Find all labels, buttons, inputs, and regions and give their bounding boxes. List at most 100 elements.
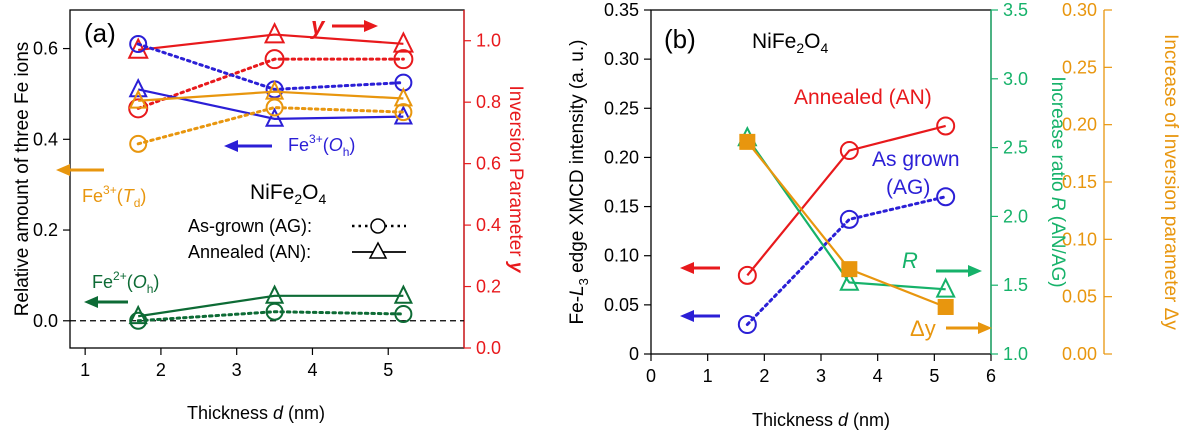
- panel-b-outer-tick-label: 0.05: [1062, 287, 1097, 307]
- panel-a-y-arrow: [332, 20, 378, 32]
- panel-a-point-fe3td-ag-0: [129, 134, 148, 153]
- panel-a: 1 2 3 4 5 0.0 0.2 0.4 0.6 0.0 0.2 0.4 0.6 0.8 1.0 (a…: [12, 9, 526, 423]
- panel-b-compound: NiFe2O4: [752, 30, 828, 56]
- panel-a-label: (a): [84, 18, 116, 48]
- panel-b-right-ticks: 1.0 1.5 2.0 2.5 3.0 3.5: [991, 0, 1028, 364]
- panel-a-x-tick-label: 2: [156, 360, 166, 380]
- panel-b-right-tick-label: 1.5: [1003, 275, 1028, 295]
- panel-b-right-axis-label: Increase ratio R (AN/AG): [1047, 76, 1068, 287]
- panel-a-line-fe3oh-an: [137, 88, 404, 120]
- panel-a-line-y-an: [138, 33, 404, 52]
- panel-a-right-tick-label: 0.6: [476, 154, 501, 174]
- panel-b-point-dy-1: [841, 261, 858, 278]
- panel-b-outer-axis-label: Increase of Inversion parameter Δy: [1160, 34, 1181, 330]
- panel-b-x-tick-label: 3: [816, 366, 826, 386]
- panel-a-right-tick-label: 0.0: [476, 338, 501, 358]
- panel-a-point-y-ag-2: [393, 49, 414, 70]
- panel-b-line-r: [746, 137, 946, 291]
- panel-a-fe2oh-an: [128, 284, 413, 325]
- panel-a-fe3td-an: [128, 80, 413, 109]
- panel-b-point-xmcd-an-2: [936, 116, 956, 136]
- panel-a-x-tick-label: 4: [307, 360, 317, 380]
- legend-annealed: Annealed (AN):: [188, 242, 311, 262]
- panel-b-x-tick-label: 6: [986, 366, 996, 386]
- annealed-label: Annealed (AN): [794, 86, 932, 109]
- panel-a-fe3oh-an: [128, 77, 413, 127]
- panel-a-point-fe3td-an-1: [264, 80, 285, 100]
- panel-b-outer-ticks: 0.00 0.05 0.10 0.15 0.20 0.25 0.30: [1062, 0, 1112, 364]
- panel-a-point-y-an-0: [127, 37, 149, 59]
- panel-a-right-tick-label: 0.8: [476, 92, 501, 112]
- panel-a-line-fe3oh-ag: [136, 42, 405, 91]
- panel-a-line-y-ag: [136, 57, 405, 110]
- panel-b-left-tick-label: 0.15: [604, 197, 639, 217]
- panel-b-left-tick-label: 0.25: [604, 98, 639, 118]
- panel-a-right-tick-label: 0.2: [476, 277, 501, 297]
- panel-b-point-xmcd-ag-0: [737, 315, 757, 335]
- panel-a-point-fe3oh-an-1: [264, 107, 285, 127]
- panel-b-x-tick-label: 1: [703, 366, 713, 386]
- panel-b-outer-tick-label: 0.00: [1062, 344, 1097, 364]
- panel-a-point-fe2oh-an-2: [393, 284, 413, 304]
- panel-a-orange-arrow: [56, 164, 104, 176]
- panel-b-point-r-1: [839, 270, 860, 291]
- panel-a-y-an: [127, 21, 414, 59]
- panel-a-green-arrow: [84, 296, 128, 308]
- panel-a-line-fe3td-an: [138, 90, 404, 102]
- panel-b-outer-tick-label: 0.30: [1062, 0, 1097, 20]
- panel-b-x-tick-label: 2: [759, 366, 769, 386]
- panel-b-point-xmcd-ag-2: [936, 187, 956, 207]
- panel-a-x-tick-label: 5: [383, 360, 393, 380]
- panel-a-x-tick-label: 1: [80, 360, 90, 380]
- legend-annealed-symbol: [352, 241, 406, 259]
- dy-arrow: [946, 322, 992, 334]
- panel-a-line-fe2oh-ag: [136, 310, 405, 323]
- panel-b-left-tick-label: 0.05: [604, 295, 639, 315]
- panel-a-left-tick-label: 0.4: [33, 129, 58, 149]
- panel-b-dy: [739, 133, 954, 315]
- panel-a-point-fe3oh-an-0: [128, 77, 148, 98]
- panel-a-point-fe3oh-an-2: [393, 105, 413, 125]
- panel-a-right-tick-label: 0.4: [476, 215, 501, 235]
- panel-b-right-tick-label: 3.0: [1003, 69, 1028, 89]
- panel-a-x-tick-label: 3: [232, 360, 242, 380]
- panel-b-x-tick-label: 0: [646, 366, 656, 386]
- panel-a-point-y-an-1: [263, 21, 286, 44]
- panel-a-right-tick-label: 1.0: [476, 31, 501, 51]
- panel-a-left-tick-label: 0.0: [33, 311, 58, 331]
- panel-a-line-fe3td-ag: [136, 106, 405, 146]
- panel-b-left-tick-label: 0.30: [604, 49, 639, 69]
- panel-b-point-r-2: [935, 277, 956, 298]
- panel-b-right-tick-label: 3.5: [1003, 0, 1028, 20]
- panel-b-point-xmcd-an-1: [839, 141, 859, 161]
- panel-a-right-axis-label: Inversion Parameter y: [505, 86, 526, 274]
- panel-b-xmcd-an: [737, 116, 956, 285]
- xmcd-an-arrow: [680, 262, 720, 274]
- panel-b-line-xmcd-an: [746, 124, 946, 277]
- panel-b-right-tick-label: 1.0: [1003, 344, 1028, 364]
- panel-a-left-ticks: 0.0 0.2 0.4 0.6: [33, 39, 70, 331]
- panel-a-fe2oh-ag: [129, 302, 413, 330]
- panel-b: 0 1 2 3 4 5 6 0 0.05 0.10 0.15 0.20 0.25 0.30 0.35 1.…: [567, 0, 1181, 430]
- panel-a-point-fe2oh-an-1: [264, 284, 285, 304]
- panel-a-left-tick-label: 0.6: [33, 39, 58, 59]
- r-arrow: [936, 265, 982, 277]
- panel-b-line-xmcd-ag: [745, 195, 948, 327]
- panel-b-outer-tick-label: 0.20: [1062, 115, 1097, 135]
- panel-a-point-fe3td-an-0: [128, 89, 148, 109]
- panel-a-left-tick-label: 0.2: [33, 220, 58, 240]
- panel-b-point-xmcd-ag-1: [839, 209, 859, 229]
- panel-b-right-tick-label: 2.0: [1003, 206, 1028, 226]
- fe2-oh-label: Fe2+(Oh): [92, 269, 159, 296]
- as-grown-label: As grown: [872, 148, 960, 171]
- panel-a-x-axis-label: Thickness d (nm): [187, 403, 325, 423]
- legend-as-grown-symbol: [352, 218, 406, 234]
- panel-a-point-fe2oh-ag-2: [394, 304, 413, 323]
- panel-a-point-fe3oh-ag-0: [129, 35, 148, 54]
- panel-a-fe3td-ag: [129, 98, 413, 153]
- panel-b-outer-tick-label: 0.25: [1062, 57, 1097, 77]
- panel-a-right-ticks: 0.0 0.2 0.4 0.6 0.8 1.0: [464, 31, 501, 358]
- panel-b-x-axis-label: Thickness d (nm): [752, 410, 890, 430]
- panel-a-fe3oh-ag: [129, 35, 413, 99]
- panel-b-x-tick-label: 4: [873, 366, 883, 386]
